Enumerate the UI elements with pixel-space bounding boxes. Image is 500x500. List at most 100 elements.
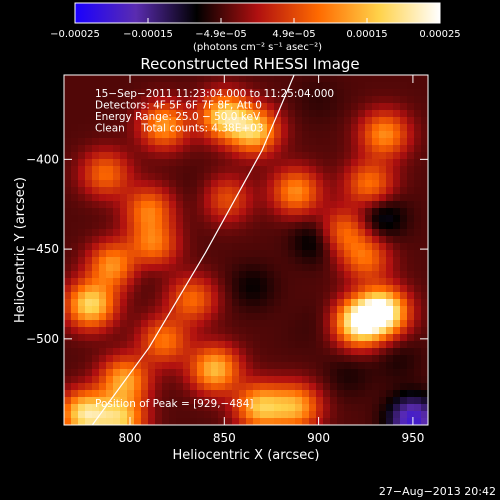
heatmap-cell xyxy=(393,313,401,321)
heatmap-cell xyxy=(379,208,387,216)
heatmap-cell xyxy=(288,292,296,300)
heatmap-cell xyxy=(365,166,373,174)
heatmap-cell xyxy=(365,145,373,153)
heatmap-cell xyxy=(134,222,142,230)
heatmap-cell xyxy=(330,131,338,139)
heatmap-cell xyxy=(141,103,149,111)
heatmap-cell xyxy=(225,152,233,160)
heatmap-cell xyxy=(274,292,282,300)
heatmap-cell xyxy=(302,411,310,419)
heatmap-cell xyxy=(162,306,170,314)
heatmap-cell xyxy=(169,320,177,328)
heatmap-cell xyxy=(225,362,233,370)
heatmap-cell xyxy=(183,194,191,202)
heatmap-cell xyxy=(120,292,128,300)
heatmap-cell xyxy=(379,299,387,307)
heatmap-cell xyxy=(379,362,387,370)
heatmap-cell xyxy=(211,376,219,384)
heatmap-cell xyxy=(365,117,373,125)
heatmap-cell xyxy=(225,299,233,307)
heatmap-cell xyxy=(379,243,387,251)
heatmap-cell xyxy=(246,138,254,146)
heatmap-cell xyxy=(386,215,394,223)
heatmap-cell xyxy=(197,411,205,419)
heatmap-cell xyxy=(204,320,212,328)
heatmap-cell xyxy=(64,341,72,349)
heatmap-cell xyxy=(127,376,135,384)
heatmap-cell xyxy=(407,194,415,202)
heatmap-cell xyxy=(281,362,289,370)
heatmap-cell xyxy=(330,348,338,356)
heatmap-cell xyxy=(78,187,86,195)
heatmap-cell xyxy=(400,243,408,251)
heatmap-cell xyxy=(267,138,275,146)
heatmap-cell xyxy=(358,229,366,237)
heatmap-cell xyxy=(281,208,289,216)
heatmap-cell xyxy=(225,404,233,412)
heatmap-cell xyxy=(267,103,275,111)
heatmap-cell xyxy=(176,285,184,293)
heatmap-cell xyxy=(225,145,233,153)
heatmap-cell xyxy=(337,124,345,132)
heatmap-cell xyxy=(176,152,184,160)
heatmap-cell xyxy=(113,418,121,425)
heatmap-cell xyxy=(323,166,331,174)
heatmap-cell xyxy=(155,355,163,363)
heatmap-cell xyxy=(400,124,408,132)
heatmap-cell xyxy=(302,320,310,328)
heatmap-cell xyxy=(407,411,415,419)
heatmap-cell xyxy=(393,404,401,412)
heatmap-cell xyxy=(92,173,100,181)
heatmap-cell xyxy=(351,194,359,202)
heatmap-cell xyxy=(316,278,324,286)
heatmap-cell xyxy=(295,376,303,384)
heatmap-cell xyxy=(400,110,408,118)
heatmap-cell xyxy=(246,229,254,237)
heatmap-cell xyxy=(246,117,254,125)
heatmap-cell xyxy=(120,369,128,377)
heatmap-cell xyxy=(281,313,289,321)
heatmap-cell xyxy=(309,362,317,370)
heatmap-cell xyxy=(176,271,184,279)
heatmap-cell xyxy=(288,180,296,188)
heatmap-cell xyxy=(239,320,247,328)
heatmap-cell xyxy=(162,411,170,419)
heatmap-cell xyxy=(169,250,177,258)
heatmap-cell xyxy=(169,96,177,104)
heatmap-cell xyxy=(232,208,240,216)
heatmap-cell xyxy=(337,243,345,251)
heatmap-cell xyxy=(316,341,324,349)
heatmap-cell xyxy=(260,173,268,181)
heatmap-cell xyxy=(372,390,380,398)
heatmap-cell xyxy=(379,166,387,174)
heatmap-cell xyxy=(120,110,128,118)
heatmap-cell xyxy=(323,180,331,188)
heatmap-cell xyxy=(162,418,170,425)
heatmap-cell xyxy=(211,180,219,188)
heatmap-cell xyxy=(365,75,373,83)
heatmap-cell xyxy=(323,194,331,202)
heatmap-cell xyxy=(239,257,247,265)
heatmap-cell xyxy=(113,110,121,118)
heatmap-cell xyxy=(400,187,408,195)
heatmap-cell xyxy=(141,362,149,370)
heatmap-cell xyxy=(274,103,282,111)
heatmap-cell xyxy=(393,341,401,349)
heatmap-cell xyxy=(309,166,317,174)
heatmap-cell xyxy=(204,236,212,244)
heatmap-cell xyxy=(386,334,394,342)
heatmap-cell xyxy=(218,82,226,90)
heatmap-cell xyxy=(379,96,387,104)
heatmap-cell xyxy=(351,257,359,265)
heatmap-cell xyxy=(183,180,191,188)
heatmap-cell xyxy=(113,96,121,104)
heatmap-cell xyxy=(253,138,261,146)
heatmap-cell xyxy=(337,152,345,160)
heatmap-cell xyxy=(246,250,254,258)
heatmap-cell xyxy=(421,355,428,363)
heatmap-cell xyxy=(351,173,359,181)
heatmap-cell xyxy=(85,376,93,384)
colorbar-gradient xyxy=(74,2,441,24)
heatmap-cell xyxy=(127,145,135,153)
heatmap-cell xyxy=(211,152,219,160)
